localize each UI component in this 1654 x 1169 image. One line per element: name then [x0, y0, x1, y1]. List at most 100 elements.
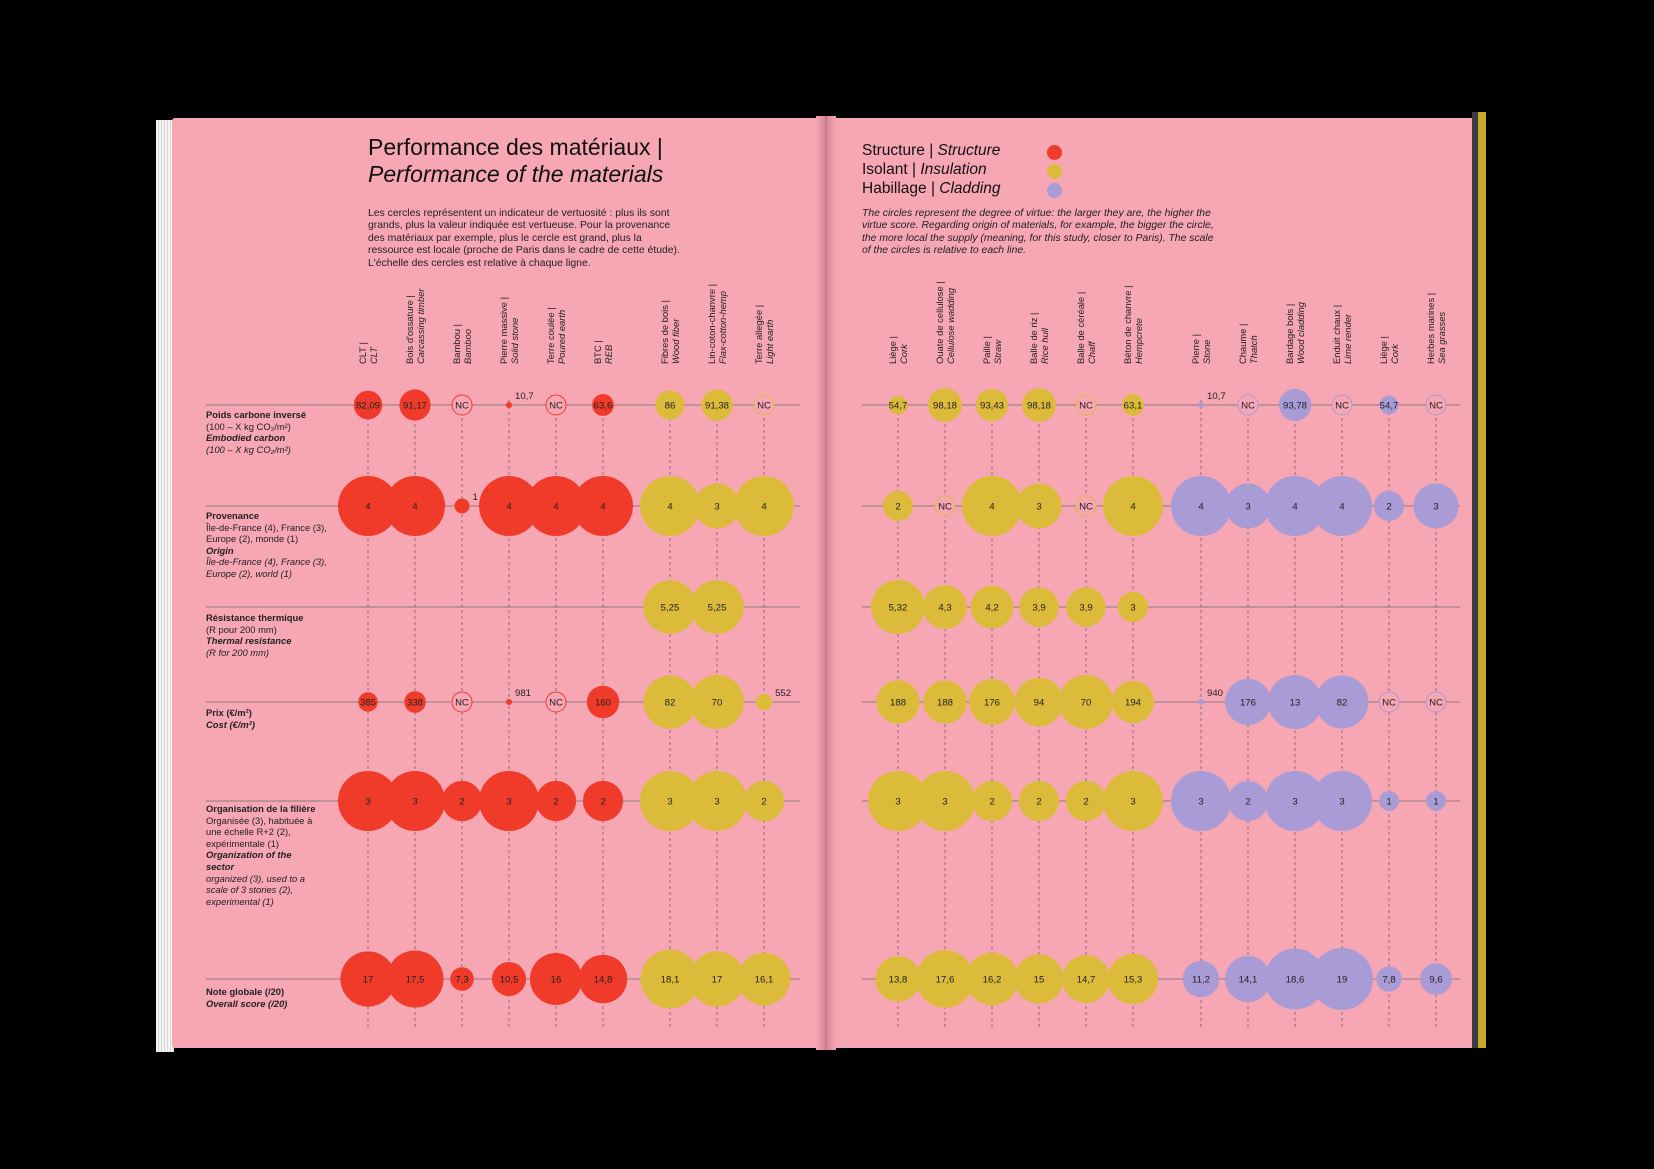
bubble: [338, 771, 398, 831]
value-label: 15: [1034, 975, 1045, 986]
legend-cladding: Habillage | Cladding: [862, 180, 1001, 197]
bubble: [734, 476, 794, 536]
bubble: [479, 476, 539, 536]
book-spine: [816, 116, 836, 1050]
row-label-fr-sub: (100 – X kg CO₂/m²): [206, 420, 291, 432]
value-label: 14,1: [1239, 975, 1258, 986]
value-label: 10,7: [515, 391, 534, 402]
value-label: 13: [1290, 698, 1301, 709]
bubble: [640, 771, 700, 831]
bubble: [506, 699, 512, 705]
legend-cladding-fr: Habillage: [862, 180, 927, 197]
bubble: [1379, 395, 1399, 415]
value-label: 4: [600, 502, 606, 513]
bubble: [643, 675, 697, 729]
bubble: [1312, 476, 1372, 536]
value-label: 5,25: [661, 603, 680, 614]
value-label: 4: [553, 502, 559, 513]
value-label: 338: [407, 698, 423, 709]
nc-marker: [1331, 394, 1353, 416]
bubble: [969, 679, 1015, 725]
row-label-fr: Résistance thermique: [206, 612, 304, 623]
row-label-en: Organization of the sector: [206, 849, 292, 872]
bubble: [1171, 476, 1231, 536]
value-label: 14,8: [594, 975, 613, 986]
nc-marker: [451, 691, 473, 713]
value-label: 10,5: [500, 975, 519, 986]
value-label: 18,1: [661, 975, 680, 986]
value-label: 11,2: [1192, 975, 1210, 986]
row-label-en-sub: Île-de-France (4), France (3), Europe (2…: [206, 556, 327, 579]
value-label: 63,6: [594, 401, 613, 412]
value-label: 3: [1198, 797, 1203, 808]
row-label-en-sub: (R for 200 mm): [206, 646, 270, 658]
bubble: [1225, 679, 1271, 725]
value-label: NC: [757, 401, 771, 412]
bubble: [340, 951, 396, 1007]
value-label: 18,6: [1286, 975, 1305, 986]
row-label-en-sub: organized (3), used to a scale of 3 stor…: [206, 872, 306, 907]
bubble: [1018, 780, 1060, 822]
title-en: Performance of the materials: [368, 161, 664, 187]
value-label: 3: [1433, 502, 1438, 513]
value-label: 3: [412, 797, 417, 808]
bubble: [640, 949, 700, 1009]
value-label: 2: [1036, 797, 1041, 808]
bubble: [928, 388, 962, 422]
value-label: 3: [667, 797, 672, 808]
value-label: 3: [1130, 797, 1135, 808]
row-label-fr: Provenance: [206, 510, 260, 521]
bubble: [441, 780, 483, 822]
bubble: [526, 476, 586, 536]
bubble: [1062, 955, 1110, 1003]
bubble: [1374, 491, 1404, 521]
nc-marker: [1425, 394, 1447, 416]
bubble: [1182, 960, 1220, 998]
value-label: NC: [1382, 698, 1396, 709]
value-label: 940: [1207, 688, 1223, 699]
value-label: 3: [1036, 502, 1041, 513]
bubble: [1014, 954, 1064, 1004]
value-label: 2: [600, 797, 605, 808]
bubble: [582, 780, 624, 822]
bubble: [687, 771, 747, 831]
bubble: [491, 961, 527, 997]
value-label: 93,43: [980, 401, 1004, 412]
bubble: [962, 476, 1022, 536]
bubble: [1376, 966, 1402, 992]
bubble: [529, 952, 583, 1006]
bubble: [592, 394, 614, 416]
bubble: [1198, 699, 1204, 705]
bubble: [1268, 675, 1322, 729]
row-label-fr-sub: Organisée (3), habituée à une échelle R+…: [206, 814, 313, 849]
nc-marker: [934, 495, 956, 517]
row-label-fr: Poids carbone inversé: [206, 409, 307, 420]
value-label: 4,2: [985, 603, 998, 614]
bubble: [1107, 953, 1159, 1005]
bubble: [1379, 791, 1399, 811]
bubble: [1065, 780, 1107, 822]
bubble: [1420, 963, 1452, 995]
bubble: [923, 680, 967, 724]
value-label: 82,09: [356, 401, 380, 412]
value-label: 4: [1130, 502, 1136, 513]
value-label: 14,7: [1077, 975, 1096, 986]
bubble: [888, 395, 908, 415]
value-label: 4: [1292, 502, 1298, 513]
bubble: [1122, 394, 1144, 416]
value-label: NC: [1429, 401, 1443, 412]
legend-structure-fr: Structure: [862, 142, 925, 159]
bubble: [1413, 483, 1459, 529]
value-label: 17: [363, 975, 374, 986]
value-label: 4: [761, 502, 767, 513]
row-label-en: Embodied carbon: [206, 432, 286, 444]
value-label: 9,6: [1429, 975, 1442, 986]
value-label: 19: [1337, 975, 1348, 986]
page-title: Performance des matériaux | Performance …: [368, 134, 663, 188]
nc-marker: [1075, 495, 1097, 517]
value-label: 1: [1386, 797, 1391, 808]
value-label: 1: [473, 492, 478, 503]
value-label: 4: [989, 502, 995, 513]
intro-en: The circles represent the degree of virt…: [862, 208, 1214, 257]
bubble: [755, 693, 773, 711]
